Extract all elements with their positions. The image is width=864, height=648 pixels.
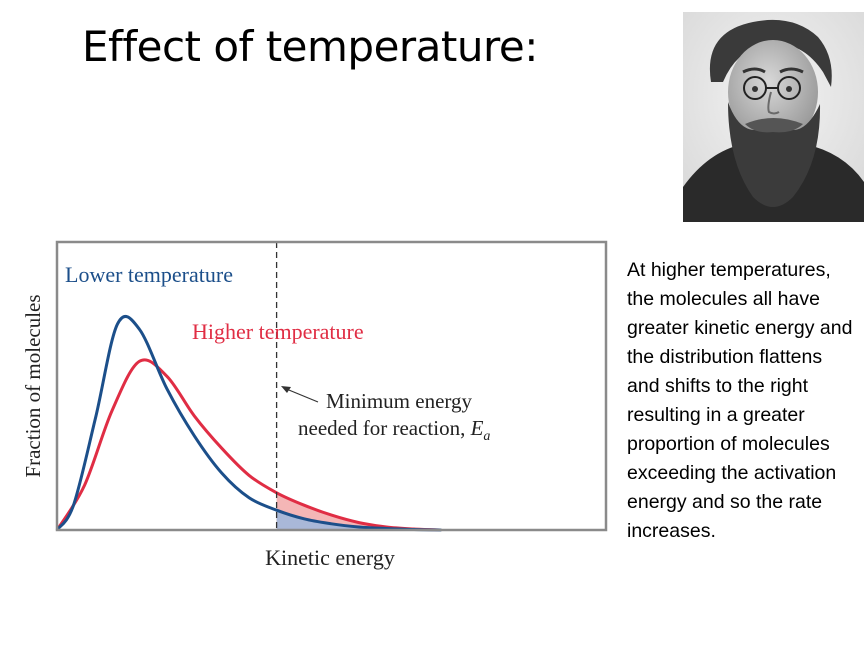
lower-temperature-tail-area [276,510,442,530]
legend-lower-temperature: Lower temperature [65,262,233,287]
explanation-text: At higher temperatures, the molecules al… [627,259,853,542]
x-axis-label: Kinetic energy [265,545,395,570]
plot-frame [55,240,608,532]
lower-temperature-curve [55,314,442,532]
distribution-chart: Lower temperature Higher temperature Min… [21,240,608,570]
threshold-arrow [283,387,319,403]
portrait-photo-icon [683,12,864,222]
higher-temperature-curve [55,358,442,532]
series-layer [55,314,442,532]
y-axis-label: Fraction of molecules [21,294,45,477]
threshold-arrowhead [281,386,291,393]
page-title: Effect of temperature: [82,22,538,71]
legend-higher-temperature: Higher temperature [192,319,364,344]
shading-layer [276,492,442,530]
threshold-label-line-1: Minimum energy [326,389,473,413]
threshold-label-line-2: needed for reaction, Ea [298,416,490,444]
